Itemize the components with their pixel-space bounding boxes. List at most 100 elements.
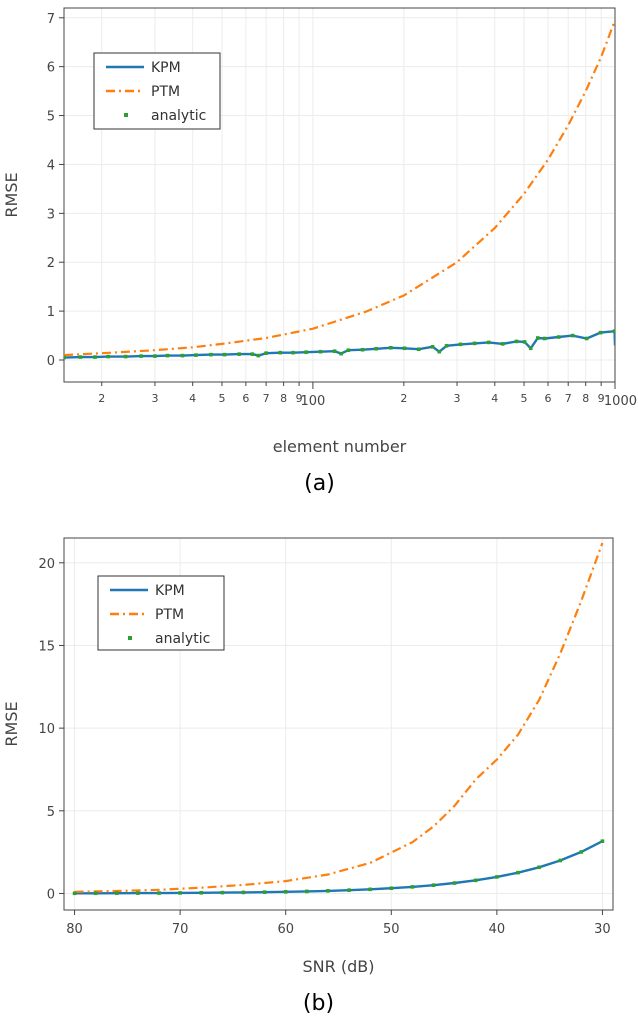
analytic-point xyxy=(368,887,372,892)
x-minor-tick-label: 6 xyxy=(544,392,551,405)
analytic-point xyxy=(500,342,505,346)
analytic-point xyxy=(264,351,268,355)
analytic-point xyxy=(123,354,128,359)
x-tick-label: 30 xyxy=(594,922,611,937)
analytic-point xyxy=(347,888,351,892)
y-tick-label: 5 xyxy=(47,110,55,125)
x-minor-tick-label: 8 xyxy=(582,392,589,405)
y-tick-label: 7 xyxy=(47,12,55,27)
panel-b-chart: 0 5 10 15 20 80 70 60 50 40 30 SNR (dB) RMSE (b) KPM PT… xyxy=(2,537,614,1016)
analytic-point xyxy=(410,885,415,889)
legend-label: analytic xyxy=(155,631,210,647)
analytic-point xyxy=(180,353,185,358)
analytic-point xyxy=(326,889,330,893)
analytic-point xyxy=(374,346,378,351)
analytic-point xyxy=(194,353,198,357)
analytic-point xyxy=(157,891,161,895)
y-tick-label: 10 xyxy=(38,722,55,737)
y-axis-label: RMSE xyxy=(2,701,21,746)
analytic-point xyxy=(430,345,435,349)
analytic-point xyxy=(452,881,457,885)
y-tick-label: 2 xyxy=(47,256,55,271)
x-major-tick-label: 100 xyxy=(300,394,325,409)
analytic-point xyxy=(402,346,407,351)
analytic-point xyxy=(93,891,98,896)
analytic-point xyxy=(114,891,119,896)
analytic-point xyxy=(222,352,227,357)
analytic-point xyxy=(199,891,204,895)
analytic-point xyxy=(332,349,337,353)
legend: KPM PTM analytic xyxy=(97,575,225,651)
analytic-point xyxy=(93,355,97,359)
analytic-point xyxy=(612,329,615,333)
legend: KPM PTM analytic xyxy=(93,52,221,130)
analytic-point xyxy=(241,890,246,895)
plot-frame xyxy=(63,7,616,383)
analytic-point xyxy=(473,878,478,883)
analytic-point xyxy=(388,345,393,350)
analytic-point xyxy=(600,839,605,843)
analytic-point xyxy=(237,352,241,356)
x-tick-label: 50 xyxy=(383,922,400,937)
analytic-point xyxy=(389,886,394,891)
analytic-point xyxy=(72,891,77,896)
analytic-point xyxy=(178,891,182,895)
kpm-series-line xyxy=(74,840,603,895)
analytic-point xyxy=(444,344,449,348)
analytic-point xyxy=(305,889,309,894)
analytic-point xyxy=(514,339,519,344)
x-minor-tick-label: 3 xyxy=(454,392,461,405)
analytic-point xyxy=(579,850,584,854)
legend-swatch-analytic xyxy=(124,113,128,117)
analytic-point xyxy=(542,336,547,341)
y-tick-label: 4 xyxy=(47,158,55,173)
analytic-point xyxy=(431,883,436,887)
analytic-point xyxy=(495,875,499,879)
analytic-point xyxy=(522,340,527,344)
analytic-point xyxy=(570,333,575,338)
analytic-point xyxy=(458,342,463,347)
x-tick-label: 40 xyxy=(489,922,506,937)
analytic-point xyxy=(262,890,267,894)
x-minor-tick-label: 7 xyxy=(263,392,270,405)
panel-caption: (a) xyxy=(304,471,335,496)
analytic-point xyxy=(291,350,295,355)
data-layer xyxy=(64,19,615,360)
analytic-point xyxy=(304,350,308,354)
analytic-point xyxy=(256,353,261,358)
analytic-point xyxy=(598,330,603,335)
x-tick-label: 70 xyxy=(172,922,189,937)
legend-label: PTM xyxy=(151,84,180,100)
analytic-point xyxy=(416,347,421,352)
analytic-point xyxy=(556,335,561,339)
y-tick-label: 0 xyxy=(47,887,55,902)
y-axis-label: RMSE xyxy=(2,172,21,217)
analytic-point xyxy=(165,353,170,358)
y-tick-label: 0 xyxy=(47,354,55,369)
legend-label: KPM xyxy=(151,60,181,76)
legend-label: PTM xyxy=(155,607,184,623)
kpm-series-line xyxy=(64,329,615,359)
x-minor-tick-label: 6 xyxy=(242,392,249,405)
analytic-point xyxy=(136,891,140,895)
analytic-point xyxy=(220,890,225,895)
plot-frame xyxy=(63,537,614,911)
analytic-point xyxy=(250,352,255,356)
legend-swatch-analytic xyxy=(128,636,132,640)
x-minor-tick-label: 9 xyxy=(598,392,605,405)
x-minor-tick-label: 4 xyxy=(491,392,498,405)
y-tick-label: 5 xyxy=(47,805,55,820)
y-tick-label: 6 xyxy=(47,61,55,76)
analytic-point xyxy=(339,351,343,356)
x-major-tick-label: 1000 xyxy=(604,394,637,409)
analytic-point xyxy=(472,341,477,346)
analytic-point xyxy=(64,355,66,360)
x-axis-label: SNR (dB) xyxy=(303,957,375,976)
analytic-point xyxy=(537,865,541,870)
ptm-series-line xyxy=(64,19,615,357)
x-minor-tick-label: 8 xyxy=(280,392,287,405)
x-minor-tick-label: 5 xyxy=(521,392,528,405)
analytic-point xyxy=(360,347,365,352)
